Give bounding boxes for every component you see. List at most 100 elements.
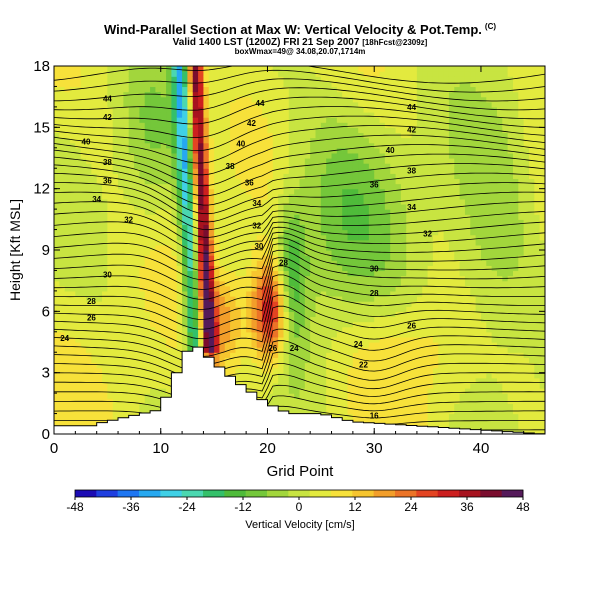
field-cell: [96, 347, 103, 353]
field-cell: [208, 244, 215, 251]
field-cell: [86, 244, 92, 251]
field-cell: [390, 382, 397, 389]
field-cell: [411, 285, 418, 292]
field-cell: [123, 188, 130, 195]
field-cell: [251, 367, 258, 374]
field-cell: [107, 239, 114, 246]
field-cell: [192, 229, 199, 236]
field-cell: [214, 214, 221, 220]
field-cell: [192, 183, 199, 190]
field-cell: [320, 408, 327, 415]
field-cell: [411, 311, 418, 318]
field-cell: [368, 255, 375, 261]
field-cell: [411, 112, 418, 118]
field-cell: [118, 214, 124, 220]
field-cell: [155, 388, 162, 394]
field-cell: [422, 336, 429, 343]
field-cell: [336, 244, 343, 251]
field-cell: [299, 168, 306, 174]
field-cell: [192, 239, 199, 246]
field-cell: [144, 362, 151, 369]
field-cell: [54, 285, 60, 292]
field-cell: [363, 321, 370, 328]
field-cell: [230, 127, 237, 134]
field-cell: [150, 403, 157, 410]
field-cell: [128, 377, 135, 384]
field-cell: [219, 193, 226, 200]
field-cell: [358, 321, 365, 328]
field-cell: [80, 168, 87, 174]
field-cell: [187, 81, 194, 88]
field-cell: [352, 255, 359, 261]
field-cell: [288, 122, 295, 128]
field-cell: [70, 76, 76, 82]
field-cell: [171, 117, 178, 123]
field-cell: [75, 168, 82, 174]
field-cell: [144, 229, 151, 236]
field-cell: [390, 285, 397, 292]
field-cell: [299, 311, 306, 318]
field-cell: [251, 362, 258, 369]
field-cell: [331, 219, 338, 226]
field-cell: [176, 96, 183, 103]
field-cell: [352, 357, 359, 364]
field-cell: [112, 132, 119, 139]
field-cell: [86, 112, 92, 118]
field-cell: [123, 306, 130, 312]
field-cell: [102, 224, 108, 231]
field-cell: [128, 209, 135, 215]
field-cell: [59, 173, 66, 180]
field-cell: [70, 137, 76, 144]
field-cell: [182, 316, 189, 323]
field-cell: [134, 209, 140, 215]
field-cell: [374, 331, 381, 338]
field-cell: [310, 142, 317, 149]
field-cell: [198, 229, 205, 236]
field-cell: [192, 198, 199, 205]
field-cell: [363, 204, 370, 210]
field-cell: [192, 275, 199, 282]
field-cell: [379, 301, 386, 307]
field-cell: [118, 96, 124, 103]
field-cell: [304, 301, 311, 307]
field-cell: [176, 81, 183, 88]
field-cell: [315, 152, 322, 159]
field-cell: [139, 398, 146, 404]
field-cell: [358, 127, 365, 134]
field-cell: [240, 316, 247, 323]
field-cell: [256, 81, 263, 88]
field-cell: [144, 342, 151, 348]
field-cell: [118, 393, 124, 399]
field-cell: [352, 382, 359, 389]
field-cell: [384, 311, 391, 318]
field-cell: [374, 117, 381, 123]
field-cell: [75, 357, 82, 364]
field-cell: [102, 183, 108, 190]
field-cell: [134, 132, 140, 139]
field-cell: [230, 137, 237, 144]
field-cell: [182, 91, 189, 98]
field-cell: [304, 224, 311, 231]
field-cell: [358, 163, 365, 169]
field-cell: [320, 101, 327, 108]
field-cell: [310, 91, 317, 98]
field-cell: [102, 367, 108, 374]
field-cell: [400, 229, 407, 236]
field-cell: [112, 250, 119, 256]
field-cell: [347, 183, 354, 190]
field-cell: [299, 301, 306, 307]
field-cell: [230, 158, 237, 164]
field-cell: [379, 362, 386, 369]
field-cell: [203, 321, 210, 328]
field-cell: [166, 137, 173, 144]
field-cell: [230, 347, 237, 353]
field-cell: [166, 168, 173, 174]
field-cell: [288, 112, 295, 118]
field-cell: [150, 106, 157, 113]
field-cell: [256, 352, 263, 358]
field-cell: [379, 214, 386, 220]
field-cell: [64, 122, 71, 128]
field-cell: [384, 158, 391, 164]
field-cell: [198, 311, 205, 318]
field-cell: [379, 367, 386, 374]
